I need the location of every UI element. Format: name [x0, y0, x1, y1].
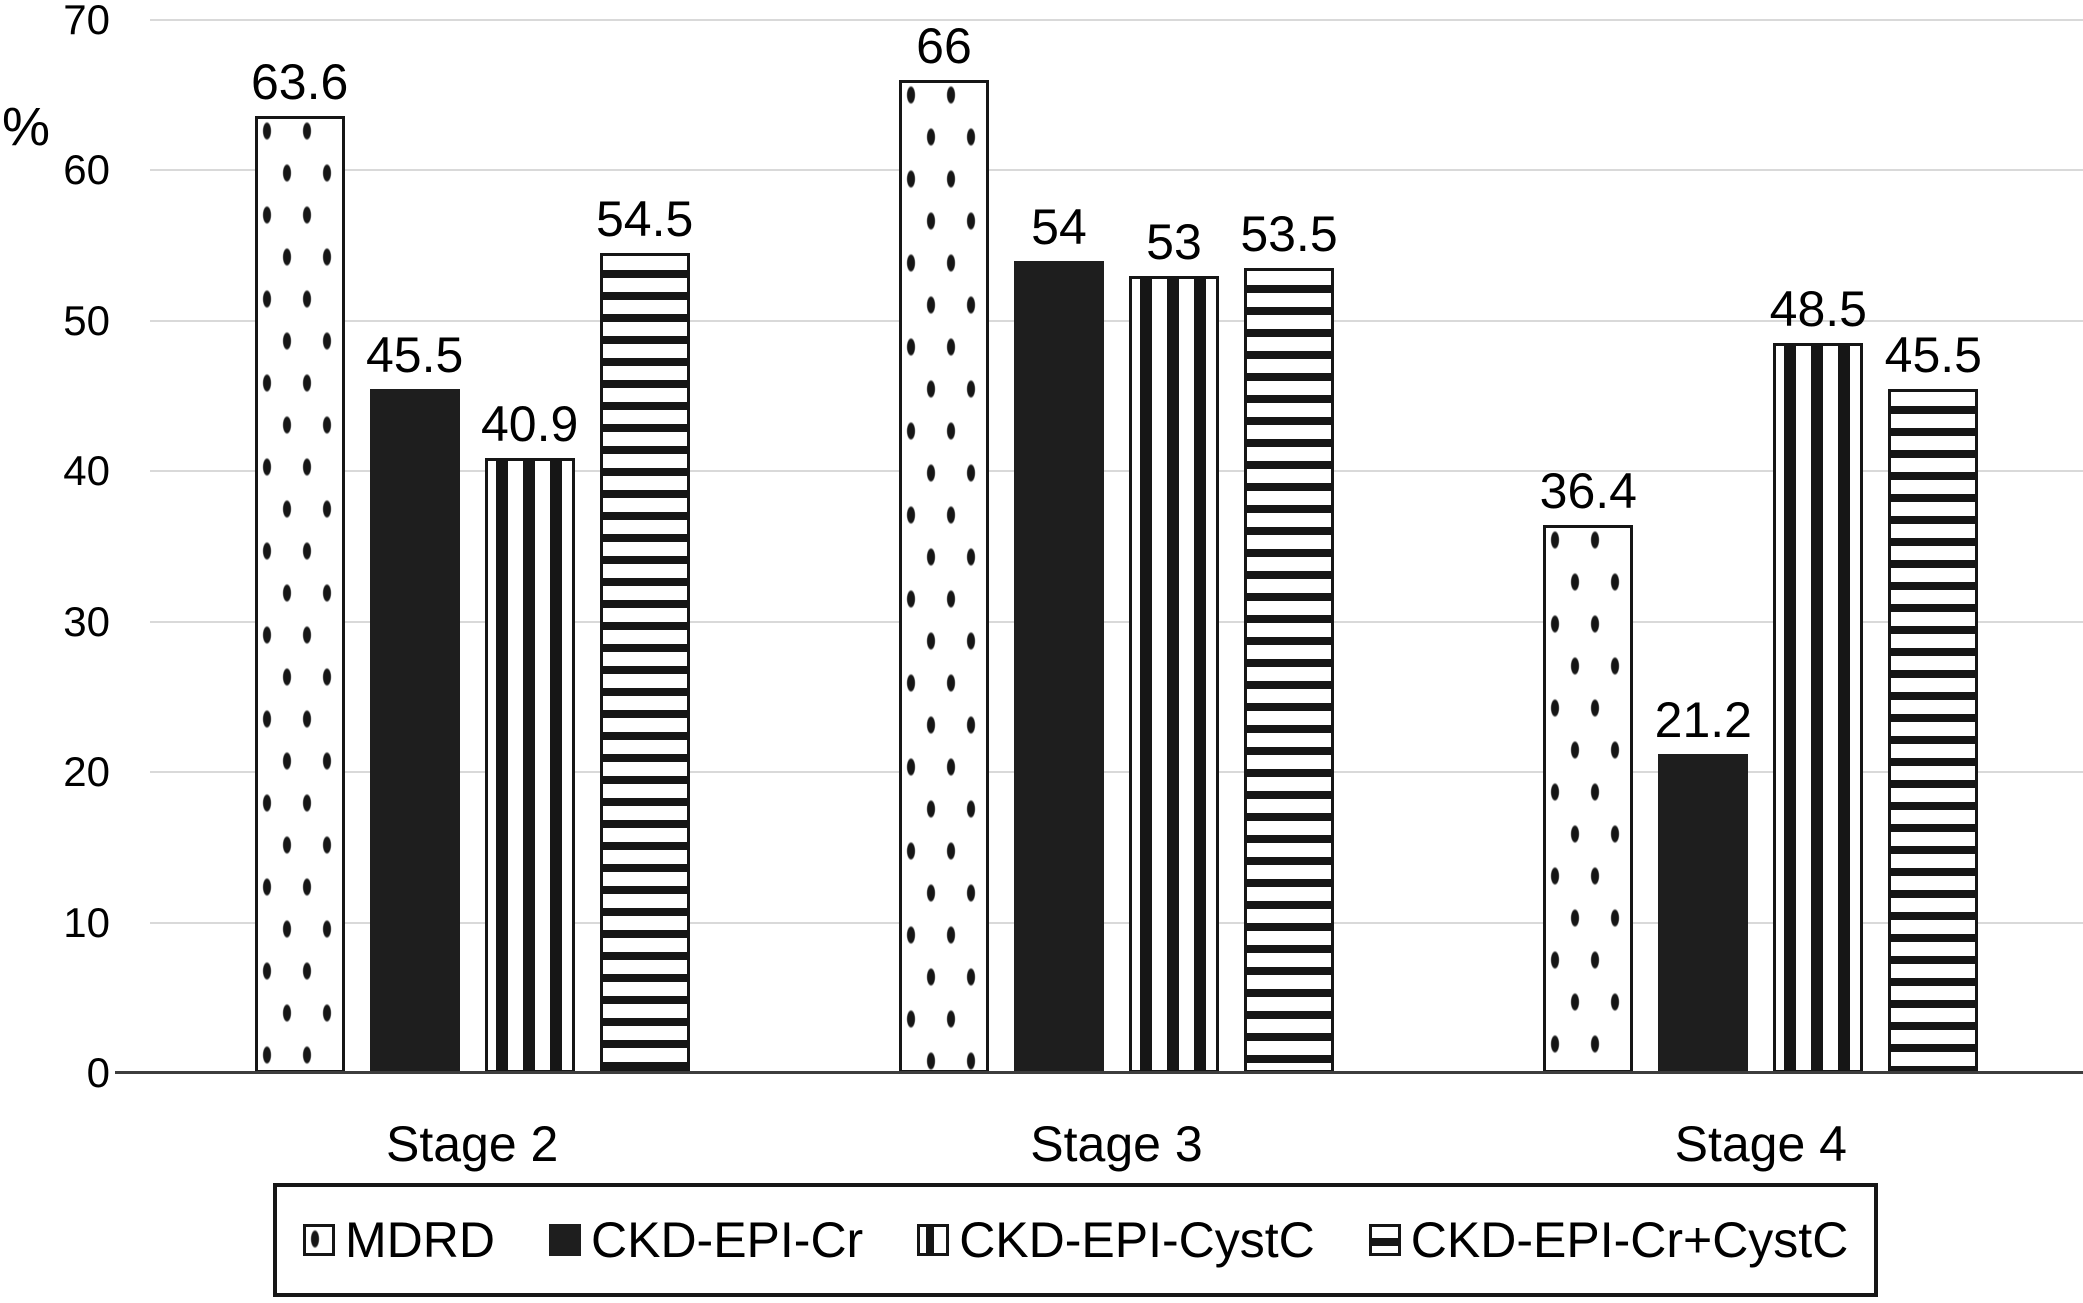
- value-label-ckd-epi-cr-stage-4: 21.2: [1654, 692, 1752, 749]
- gridline-40: [150, 470, 2083, 473]
- value-label-ckd-epi-cystc-stage-4: 48.5: [1769, 281, 1867, 338]
- y-tick-label-60: 60: [63, 146, 110, 194]
- gridline-20: [150, 771, 2083, 774]
- value-label-ckd-epi-cr-stage-2: 45.5: [365, 326, 464, 383]
- bar-group-stage-4: 36.4 21.2 48.5 45.5: [1439, 20, 2083, 1073]
- legend-swatch-mdrd: [303, 1224, 335, 1256]
- bar-ckd-epi-cr-stage-4: 21.2: [1655, 695, 1752, 1073]
- bar-ckd-epi-cr-stage-2: 45.5: [366, 330, 463, 1073]
- value-label-ckd-epi-cr-cystc-stage-3: 53.5: [1240, 206, 1338, 263]
- bar-group-stage-3: 66 54 53 53.5: [794, 20, 1438, 1073]
- bar-ckd-epi-cystc-stage-2: 40.9: [481, 399, 578, 1073]
- gridline-50: [150, 319, 2083, 322]
- bar-mdrd-stage-4: 36.4: [1540, 466, 1637, 1073]
- legend-label-mdrd: MDRD: [345, 1212, 495, 1268]
- legend-label-ckd-epi-cr: CKD-EPI-Cr: [590, 1212, 864, 1268]
- value-label-ckd-epi-cystc-stage-3: 53: [1146, 213, 1202, 270]
- gridline-60: [150, 169, 2083, 172]
- legend-item-ckd-epi-cystc: CKD-EPI-CystC: [917, 1215, 1315, 1265]
- value-label-mdrd-stage-2: 63.6: [250, 54, 349, 111]
- y-tick-label-30: 30: [63, 597, 110, 645]
- value-label-ckd-epi-cystc-stage-2: 40.9: [480, 395, 579, 452]
- category-axis-labels: Stage 2 Stage 3 Stage 4: [150, 1104, 2083, 1184]
- bar-group-stage-2: 63.6 45.5 40.9 54.5: [150, 20, 794, 1073]
- category-label-stage-4: Stage 4: [1674, 1116, 1847, 1172]
- y-tick-label-50: 50: [63, 296, 110, 344]
- y-tick-label-20: 20: [63, 748, 110, 796]
- value-label-ckd-epi-cr-cystc-stage-4: 45.5: [1884, 326, 1982, 383]
- legend-swatch-ckd-epi-cystc: [917, 1224, 950, 1256]
- y-tick-label-40: 40: [63, 447, 110, 495]
- y-axis-title: %: [2, 97, 51, 157]
- x-axis-line: [115, 1071, 2083, 1074]
- y-tick-label-0: 0: [86, 1049, 110, 1096]
- bar-mdrd-stage-2: 63.6: [251, 57, 348, 1073]
- y-tick-label-10: 10: [63, 898, 110, 946]
- value-label-mdrd-stage-3: 66: [916, 18, 972, 75]
- category-label-stage-2: Stage 2: [385, 1116, 559, 1172]
- bar-ckd-epi-cr-stage-3: 54: [1013, 202, 1104, 1073]
- bar-ckd-epi-cr-cystc-stage-3: 53.5: [1240, 209, 1338, 1073]
- bar-ckd-epi-cystc-stage-3: 53: [1128, 217, 1219, 1073]
- legend-item-ckd-epi-cr-cystc: CKD-EPI-Cr+CystC: [1368, 1212, 1849, 1268]
- legend-swatch-ckd-epi-cr-cystc: [1368, 1224, 1401, 1256]
- value-label-ckd-epi-cr-cystc-stage-2: 54.5: [595, 191, 694, 248]
- legend-swatch-ckd-epi-cr: [548, 1224, 581, 1256]
- value-label-mdrd-stage-4: 36.4: [1539, 463, 1637, 520]
- legend-label-ckd-epi-cystc: CKD-EPI-CystC: [959, 1212, 1315, 1268]
- bar-mdrd-stage-3: 66: [898, 21, 989, 1073]
- legend-item-mdrd: MDRD: [303, 1215, 495, 1265]
- gridline-30: [150, 620, 2083, 623]
- bar-ckd-epi-cr-cystc-stage-4: 45.5: [1885, 330, 1982, 1073]
- value-label-ckd-epi-cr-stage-3: 54: [1031, 198, 1087, 255]
- y-tick-label-70: 70: [63, 0, 110, 43]
- legend-label-ckd-epi-cr-cystc: CKD-EPI-Cr+CystC: [1410, 1212, 1849, 1268]
- legend: MDRD CKD-EPI-Cr CKD-EPI-CystC CKD-EPI-Cr+Cy…: [273, 1183, 1879, 1297]
- category-label-stage-3: Stage 3: [1030, 1116, 1203, 1172]
- legend-item-ckd-epi-cr: CKD-EPI-Cr: [548, 1212, 864, 1268]
- plot-area: 63.6 45.5 40.9 54.5 66 54 53 53.5 36.4 21.2 48.5 45…: [150, 19, 2083, 1073]
- gridline-10: [150, 921, 2083, 924]
- gridline-70: [150, 19, 2083, 21]
- bar-groups: 63.6 45.5 40.9 54.5 66 54 53 53.5 36.4 21.2 48.5 45…: [150, 20, 2083, 1073]
- bar-ckd-epi-cr-cystc-stage-2: 54.5: [596, 194, 693, 1073]
- bar-ckd-epi-cystc-stage-4: 48.5: [1770, 284, 1867, 1073]
